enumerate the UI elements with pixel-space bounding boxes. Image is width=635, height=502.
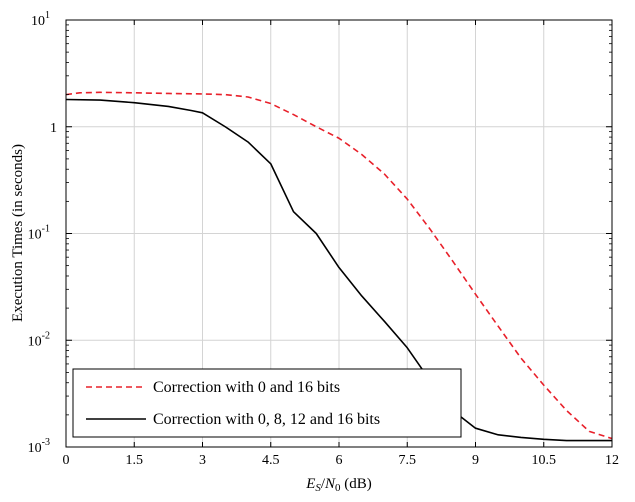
legend-label-series-1: Correction with 0 and 16 bits xyxy=(153,379,340,396)
series-line-2 xyxy=(65,98,612,442)
x-tick-label: 0 xyxy=(63,453,70,468)
x-label-e: E xyxy=(305,476,315,492)
y-tick-label: 10-3 xyxy=(28,437,50,456)
x-label-n: N xyxy=(324,476,336,492)
series-layer xyxy=(65,91,613,442)
x-tick-label: 4.5 xyxy=(262,453,280,468)
x-tick-label: 12 xyxy=(605,453,619,468)
ticks xyxy=(65,19,613,448)
x-label-unit: (dB) xyxy=(341,476,372,492)
y-axis-label: Execution Times (in seconds) xyxy=(10,144,26,322)
legend: Correction with 0 and 16 bits Correction… xyxy=(72,368,462,438)
x-tick-label: 6 xyxy=(336,453,343,468)
x-tick-label: 7.5 xyxy=(399,453,417,468)
x-tick-label: 1.5 xyxy=(126,453,144,468)
x-label-zero: 0 xyxy=(335,482,341,494)
x-tick-label: 3 xyxy=(199,453,206,468)
y-tick-label: 1 xyxy=(50,121,57,136)
y-tick-label: 101 xyxy=(31,10,50,29)
legend-box xyxy=(72,368,462,438)
x-label-s: S xyxy=(315,482,321,494)
y-tick-label: 10-2 xyxy=(28,330,50,349)
x-label-slash: / xyxy=(321,476,326,492)
x-axis-label: ES/N0 (dB) xyxy=(305,476,372,494)
y-tick-label: 10-1 xyxy=(28,224,50,243)
x-tick-label: 10.5 xyxy=(532,453,557,468)
y-tick-labels: 10-3 10-2 10-1 1 101 xyxy=(28,10,57,456)
series-line-1 xyxy=(65,91,613,440)
x-tick-labels: 0 1.5 3 4.5 6 7.5 9 10.5 12 xyxy=(63,453,620,468)
x-tick-label: 9 xyxy=(472,453,479,468)
legend-label-series-2: Correction with 0, 8, 12 and 16 bits xyxy=(153,411,380,428)
